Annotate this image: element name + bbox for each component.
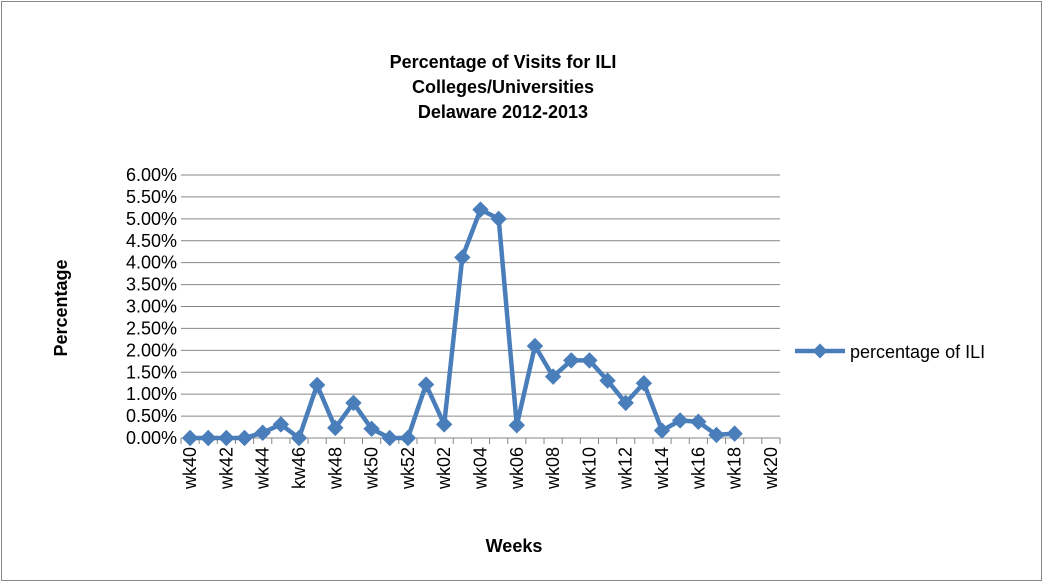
data-point-marker xyxy=(254,424,271,441)
y-tick-label: 1.50% xyxy=(126,362,177,382)
x-tick-label: wk10 xyxy=(579,447,599,490)
y-tick-label: 4.50% xyxy=(126,231,177,251)
data-point-marker xyxy=(671,412,689,429)
data-point-marker xyxy=(653,422,671,439)
data-point-marker xyxy=(236,429,253,447)
data-point-marker xyxy=(272,416,290,433)
y-tick-label: 0.50% xyxy=(126,406,177,426)
y-tick-label: 2.50% xyxy=(126,318,177,338)
x-tick-label: wk02 xyxy=(434,447,454,490)
x-tick-label: wk06 xyxy=(507,447,527,490)
data-point-marker xyxy=(508,417,526,434)
x-tick-label: wk14 xyxy=(652,447,672,490)
data-point-marker xyxy=(581,352,598,369)
x-axis-title: Weeks xyxy=(486,536,543,556)
chart-title-line-3: Delaware 2012-2013 xyxy=(418,102,588,122)
legend: percentage of ILI xyxy=(795,342,985,362)
legend-marker xyxy=(812,343,828,359)
x-tick-label: wk12 xyxy=(616,447,636,490)
y-tick-label: 0.00% xyxy=(126,428,177,448)
x-tick-label: wk42 xyxy=(216,447,236,490)
y-tick-label: 1.00% xyxy=(126,384,177,404)
x-tick-label: kw46 xyxy=(289,447,309,489)
data-point-marker xyxy=(290,429,308,447)
y-tick-label: 3.00% xyxy=(126,297,177,317)
data-point-marker xyxy=(726,425,743,442)
y-tick-label: 2.00% xyxy=(126,340,177,360)
data-point-marker xyxy=(490,210,507,228)
data-point-marker xyxy=(399,429,417,447)
x-tick-label: wk18 xyxy=(725,447,745,490)
series-layer xyxy=(181,201,743,447)
y-tick-label: 6.00% xyxy=(126,165,177,185)
chart-title-line-1: Percentage of Visits for ILI xyxy=(390,52,617,72)
x-tick-label: wk04 xyxy=(471,447,491,490)
x-tick-label: wk08 xyxy=(543,447,563,490)
data-point-marker xyxy=(417,376,435,393)
y-tick-label: 3.50% xyxy=(126,275,177,295)
data-point-marker xyxy=(563,352,580,369)
y-tick-label: 5.00% xyxy=(126,209,177,229)
data-point-marker xyxy=(381,429,398,447)
x-tick-label: wk40 xyxy=(180,447,200,490)
data-point-marker xyxy=(327,419,344,437)
x-axis xyxy=(180,437,781,444)
data-point-marker xyxy=(181,429,199,447)
data-point-marker xyxy=(690,413,707,430)
data-point-marker xyxy=(345,394,362,412)
chart-title-line-2: Colleges/Universities xyxy=(412,77,594,97)
data-point-marker xyxy=(435,416,453,433)
data-point-marker xyxy=(526,337,544,355)
data-point-marker xyxy=(308,376,326,394)
x-axis-tick-labels: wk40 wk42 wk44 kw46 wk48 wk50 wk52 wk02 wk04 wk06… xyxy=(180,447,781,490)
y-tick-label: 4.00% xyxy=(126,253,177,273)
data-point-marker xyxy=(218,429,235,447)
x-tick-label: wk52 xyxy=(398,447,418,490)
y-tick-label: 5.50% xyxy=(126,187,177,207)
data-point-marker xyxy=(200,429,217,447)
data-point-marker xyxy=(599,372,616,389)
data-point-marker xyxy=(635,375,653,392)
data-point-marker xyxy=(708,426,725,444)
x-tick-label: wk48 xyxy=(325,447,345,490)
data-point-marker xyxy=(617,394,634,412)
data-point-marker xyxy=(363,420,380,438)
x-tick-label: wk50 xyxy=(362,447,382,490)
data-point-marker xyxy=(454,249,471,266)
x-tick-label: wk44 xyxy=(253,447,273,490)
y-axis-tick-labels: 0.00%0.50%1.00%1.50%2.00%2.50%3.00%3.50%… xyxy=(126,165,177,448)
data-point-marker xyxy=(544,368,562,385)
x-tick-label: wk20 xyxy=(761,447,781,490)
legend-label: percentage of ILI xyxy=(850,342,985,362)
data-point-marker xyxy=(472,201,489,218)
y-axis-title: Percentage xyxy=(51,259,71,356)
x-tick-label: wk16 xyxy=(688,447,708,490)
